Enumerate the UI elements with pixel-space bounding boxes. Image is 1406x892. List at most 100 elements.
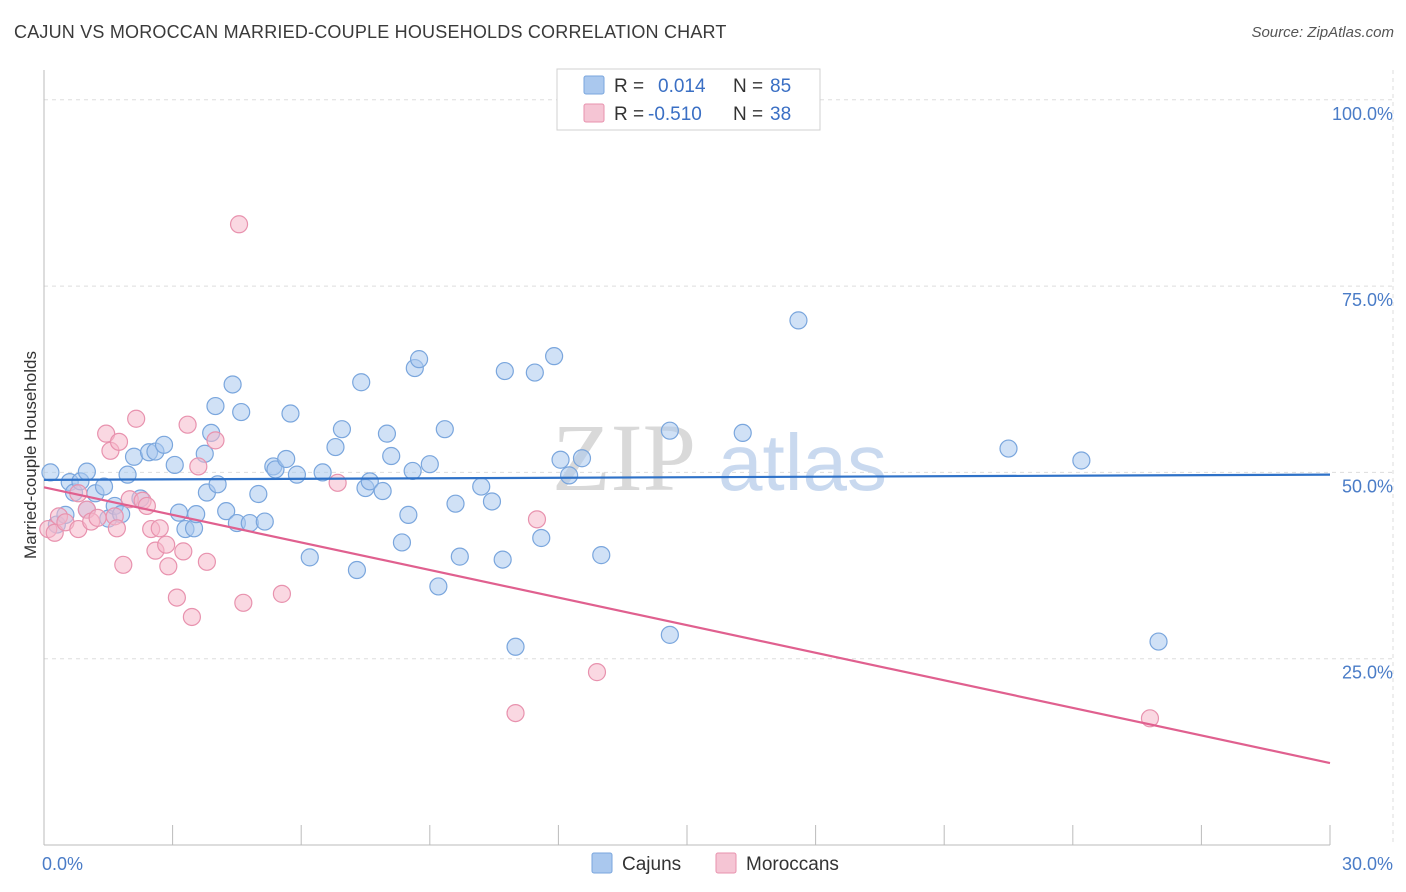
cajun-point-14 <box>124 447 144 466</box>
legend-r-value-2: -0.510 <box>648 104 702 125</box>
cajun-point-59 <box>435 420 454 439</box>
moroccan-point-29 <box>197 552 216 571</box>
cajun-point-77 <box>789 311 808 330</box>
cajun-point-49 <box>373 481 392 501</box>
cajun-point-74 <box>660 421 679 440</box>
legend-swatch-moroccan <box>583 103 605 123</box>
chart-title: CAJUN VS MOROCCAN MARRIED-COUPLE HOUSEHO… <box>14 22 727 42</box>
moroccan-point-16 <box>127 409 146 428</box>
source-credit: Source: ZipAtlas.com <box>1251 24 1394 41</box>
legend-n-value-2: 38 <box>770 104 791 125</box>
cajun-point-69 <box>545 347 564 366</box>
cajun-point-75 <box>660 625 679 644</box>
cajun-point-63 <box>482 492 502 511</box>
legend-n-label-2: N = <box>733 104 763 125</box>
cajun-point-48 <box>360 472 379 491</box>
legend-swatch-cajun <box>583 75 605 95</box>
cajun-point-32 <box>232 402 251 422</box>
cajun-point-68 <box>532 528 551 548</box>
cajun-point-73 <box>592 546 611 565</box>
moroccan-point-31 <box>229 215 249 234</box>
legend-r-value-1: 0.014 <box>658 76 706 97</box>
moroccan-point-28 <box>189 457 208 476</box>
cajun-point-52 <box>392 533 412 552</box>
cajun-point-43 <box>326 437 345 457</box>
cajun-point-60 <box>446 494 465 513</box>
moroccan-trend-line <box>43 486 1331 765</box>
cajun-point-6 <box>77 462 96 481</box>
cajun-point-34 <box>249 484 268 504</box>
moroccan-point-27 <box>182 607 201 627</box>
x-tick-labels: 0.0% 30.0% <box>42 854 1393 874</box>
cajun-point-58 <box>429 577 448 596</box>
moroccan-points <box>39 215 1160 728</box>
moroccan-point-25 <box>174 542 193 561</box>
moroccan-point-34 <box>328 473 347 492</box>
moroccan-point-37 <box>587 663 607 682</box>
cajun-point-79 <box>1072 451 1091 470</box>
legend-n-label-1: N = <box>733 76 763 97</box>
cajun-point-44 <box>332 420 352 439</box>
cajun-point-9 <box>94 477 114 496</box>
moroccan-point-35 <box>527 510 547 529</box>
moroccan-point-24 <box>167 588 186 607</box>
cajun-point-62 <box>472 477 491 496</box>
cajun-point-65 <box>495 361 514 381</box>
cajun-point-80 <box>1149 632 1168 651</box>
moroccan-point-9 <box>97 424 116 443</box>
y-tick-labels: 25.0% 50.0% 75.0% 100.0% <box>1332 104 1393 683</box>
series-legend: Cajuns Moroccans <box>591 852 839 875</box>
cajun-point-70 <box>551 450 570 469</box>
cajun-point-45 <box>347 560 367 580</box>
y-tick-label-1: 50.0% <box>1342 476 1393 496</box>
moroccan-point-14 <box>114 555 133 574</box>
correlation-legend: R = 0.014 N = 85 R = -0.510 N = 38 <box>556 68 821 131</box>
moroccan-point-30 <box>206 431 225 450</box>
x-tick-label-min: 0.0% <box>42 854 83 874</box>
cajun-point-54 <box>403 461 422 481</box>
cajun-trend-line <box>43 473 1331 481</box>
cajun-point-38 <box>277 449 296 469</box>
moroccan-point-22 <box>157 535 176 554</box>
moroccan-point-12 <box>107 519 126 538</box>
trend-lines <box>43 473 1331 765</box>
cajun-point-39 <box>281 404 300 423</box>
cajun-points <box>41 311 1168 656</box>
cajun-point-71 <box>560 466 579 485</box>
moroccan-point-26 <box>178 415 197 434</box>
cajun-point-61 <box>450 547 469 566</box>
cajun-point-29 <box>217 502 236 521</box>
watermark: ZIP atlas <box>552 404 887 511</box>
bottom-legend-swatch-cajun <box>591 852 613 874</box>
cajun-point-64 <box>493 550 512 569</box>
y-tick-label-0: 25.0% <box>1342 663 1393 683</box>
axes <box>43 70 1331 846</box>
bottom-legend-label-moroccan: Moroccans <box>746 854 839 875</box>
y-axis-title: Married-couple Households <box>21 351 40 559</box>
moroccan-point-13 <box>109 432 129 451</box>
legend-r-label-1: R = <box>614 76 644 97</box>
bottom-legend-label-cajun: Cajuns <box>622 854 681 875</box>
cajun-point-19 <box>165 455 184 475</box>
moroccan-point-18 <box>137 496 156 516</box>
moroccan-point-23 <box>159 557 178 576</box>
cajun-point-56 <box>409 350 429 369</box>
x-tick-label-max: 30.0% <box>1342 854 1393 874</box>
y-tick-label-3: 100.0% <box>1332 104 1393 124</box>
cajun-point-41 <box>300 548 319 567</box>
moroccan-point-21 <box>150 519 169 538</box>
legend-n-value-1: 85 <box>770 76 791 97</box>
moroccan-point-33 <box>272 584 292 603</box>
cajun-point-72 <box>572 449 592 468</box>
cajun-point-27 <box>206 396 225 416</box>
cajun-point-51 <box>382 446 401 466</box>
cajun-point-18 <box>154 435 174 454</box>
cajun-point-53 <box>399 505 418 524</box>
moroccan-point-32 <box>234 593 253 612</box>
moroccan-point-36 <box>506 704 525 723</box>
cajun-point-46 <box>352 373 371 392</box>
cajun-point-42 <box>313 463 332 482</box>
moroccan-point-8 <box>88 508 107 527</box>
cajun-point-57 <box>420 455 439 474</box>
